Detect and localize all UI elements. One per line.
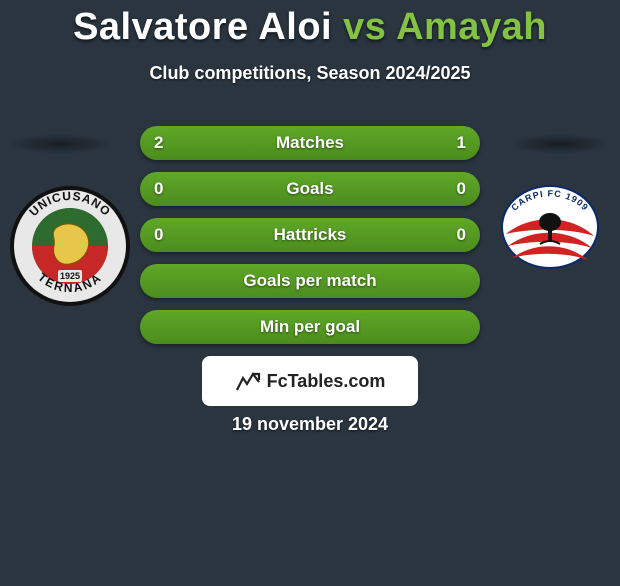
attribution-icon bbox=[235, 370, 261, 392]
stat-row-hattricks: 0 Hattricks 0 bbox=[140, 218, 480, 252]
stat-right-value: 0 bbox=[457, 225, 466, 245]
stat-row-min-per-goal: Min per goal bbox=[140, 310, 480, 344]
stats-panel: 2 Matches 1 0 Goals 0 0 Hattricks 0 Goal… bbox=[140, 126, 480, 356]
subtitle: Club competitions, Season 2024/2025 bbox=[0, 63, 620, 84]
attribution-card: FcTables.com bbox=[202, 356, 418, 406]
title-text: Salvatore Aloi vs Amayah bbox=[73, 6, 547, 48]
page-title: Salvatore Aloi vs Amayah bbox=[0, 6, 620, 49]
club-badge-right: CARPI FC 1909 bbox=[500, 184, 600, 270]
stat-label: Hattricks bbox=[274, 225, 347, 245]
snapshot-date: 19 november 2024 bbox=[0, 414, 620, 435]
club-badge-left: 1925 UNICUSANO TERNANA bbox=[8, 184, 132, 308]
attribution-text: FcTables.com bbox=[267, 371, 386, 392]
stat-right-value: 0 bbox=[457, 179, 466, 199]
player-right-shadow bbox=[508, 134, 612, 154]
stat-label: Goals per match bbox=[243, 271, 376, 291]
stat-left-value: 0 bbox=[154, 225, 163, 245]
stat-label: Goals bbox=[286, 179, 333, 199]
stat-left-value: 2 bbox=[154, 133, 163, 153]
stat-row-goals-per-match: Goals per match bbox=[140, 264, 480, 298]
stat-label: Matches bbox=[276, 133, 344, 153]
stat-label: Min per goal bbox=[260, 317, 360, 337]
badge-left-year: 1925 bbox=[60, 271, 80, 281]
stat-left-value: 0 bbox=[154, 179, 163, 199]
player-left-shadow bbox=[8, 134, 112, 154]
stat-right-value: 1 bbox=[457, 133, 466, 153]
stat-row-matches: 2 Matches 1 bbox=[140, 126, 480, 160]
stat-row-goals: 0 Goals 0 bbox=[140, 172, 480, 206]
